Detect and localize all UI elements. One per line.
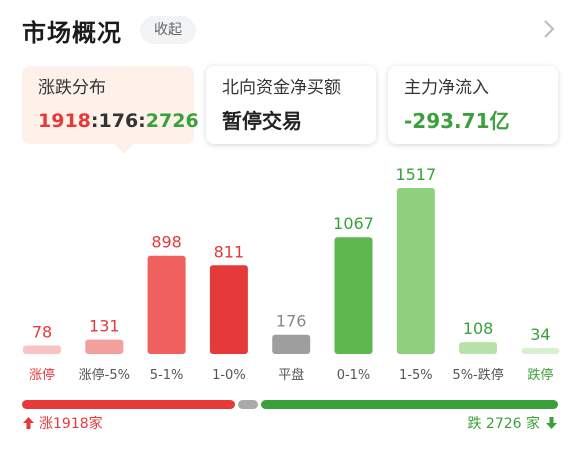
flat-segment [238,400,258,409]
category-label: 5%-跌停 [452,367,503,383]
category-label: 1-0% [212,368,246,383]
category-label: 涨停-5% [79,367,130,383]
ratio-separator: : [138,110,146,132]
up-total-text: 涨1918家 [39,416,103,432]
bar-6 [396,188,435,354]
northbound-card-label: 北向资金净买额 [222,78,341,98]
main-flow-card[interactable]: 主力净流入 -293.71亿 [388,66,558,144]
bar-value-label: 898 [151,233,182,252]
bar-8 [521,348,560,354]
down-segment [260,400,558,409]
bar-value-label: 811 [214,242,245,261]
bar-value-label: 78 [32,322,52,341]
section-header: 市场概况 收起 [22,10,562,50]
up-segment [22,400,236,409]
category-label: 1-5% [399,368,433,383]
main-flow-card-label: 主力净流入 [404,78,489,98]
bar-value-label: 1067 [333,214,374,233]
bar-value-label: 1517 [395,165,436,184]
arrow-up-icon [23,417,34,429]
up-total: 涨1918家 [22,413,103,433]
card-pointer [114,144,134,154]
up-down-ratio-bar [22,400,558,409]
bar-2 [147,255,186,354]
ratio-separator: : [90,110,99,132]
category-label: 跌停 [527,367,553,383]
down-count: 2726 [145,110,199,132]
arrow-down-icon [546,417,557,429]
bar-3 [209,265,248,354]
category-label: 0-1% [337,368,371,383]
northbound-value: 暂停交易 [222,109,302,133]
distribution-card[interactable]: 涨跌分布 1918:176:2726 [22,66,199,154]
flat-count: 176 [98,110,139,132]
distribution-card-label: 涨跌分布 [38,78,106,98]
collapse-button[interactable]: 收起 [140,16,196,44]
category-label: 涨停 [29,367,55,383]
bar-value-label: 34 [530,325,550,344]
main-flow-value: -293.71亿 [404,109,510,133]
bar-value-label: 131 [89,317,120,336]
summary-cards: 涨跌分布 1918:176:2726 北向资金净买额 暂停交易 主力净流入 -2… [22,66,558,154]
bar-value-label: 176 [276,312,307,331]
down-total-text: 跌 2726 家 [467,416,540,432]
bar-value-label: 108 [463,319,494,338]
bar-1 [85,339,124,354]
bar-4 [272,334,311,354]
distribution-bar-chart: 78 涨停 131 涨停-5% 898 5-1% 811 1-0% 176 平盘 1067 0-1% 1… [23,165,560,383]
bar-0 [23,345,61,354]
up-count: 1918 [38,110,91,132]
northbound-card[interactable]: 北向资金净买额 暂停交易 [206,66,376,144]
down-total: 跌 2726 家 [467,413,558,433]
section-title: 市场概况 [22,18,122,47]
chevron-right-icon[interactable] [536,16,562,42]
category-label: 平盘 [278,367,304,383]
bar-5 [334,237,373,354]
distribution-ratio: 1918:176:2726 [38,104,199,138]
category-label: 5-1% [150,368,184,383]
bar-7 [459,342,498,354]
